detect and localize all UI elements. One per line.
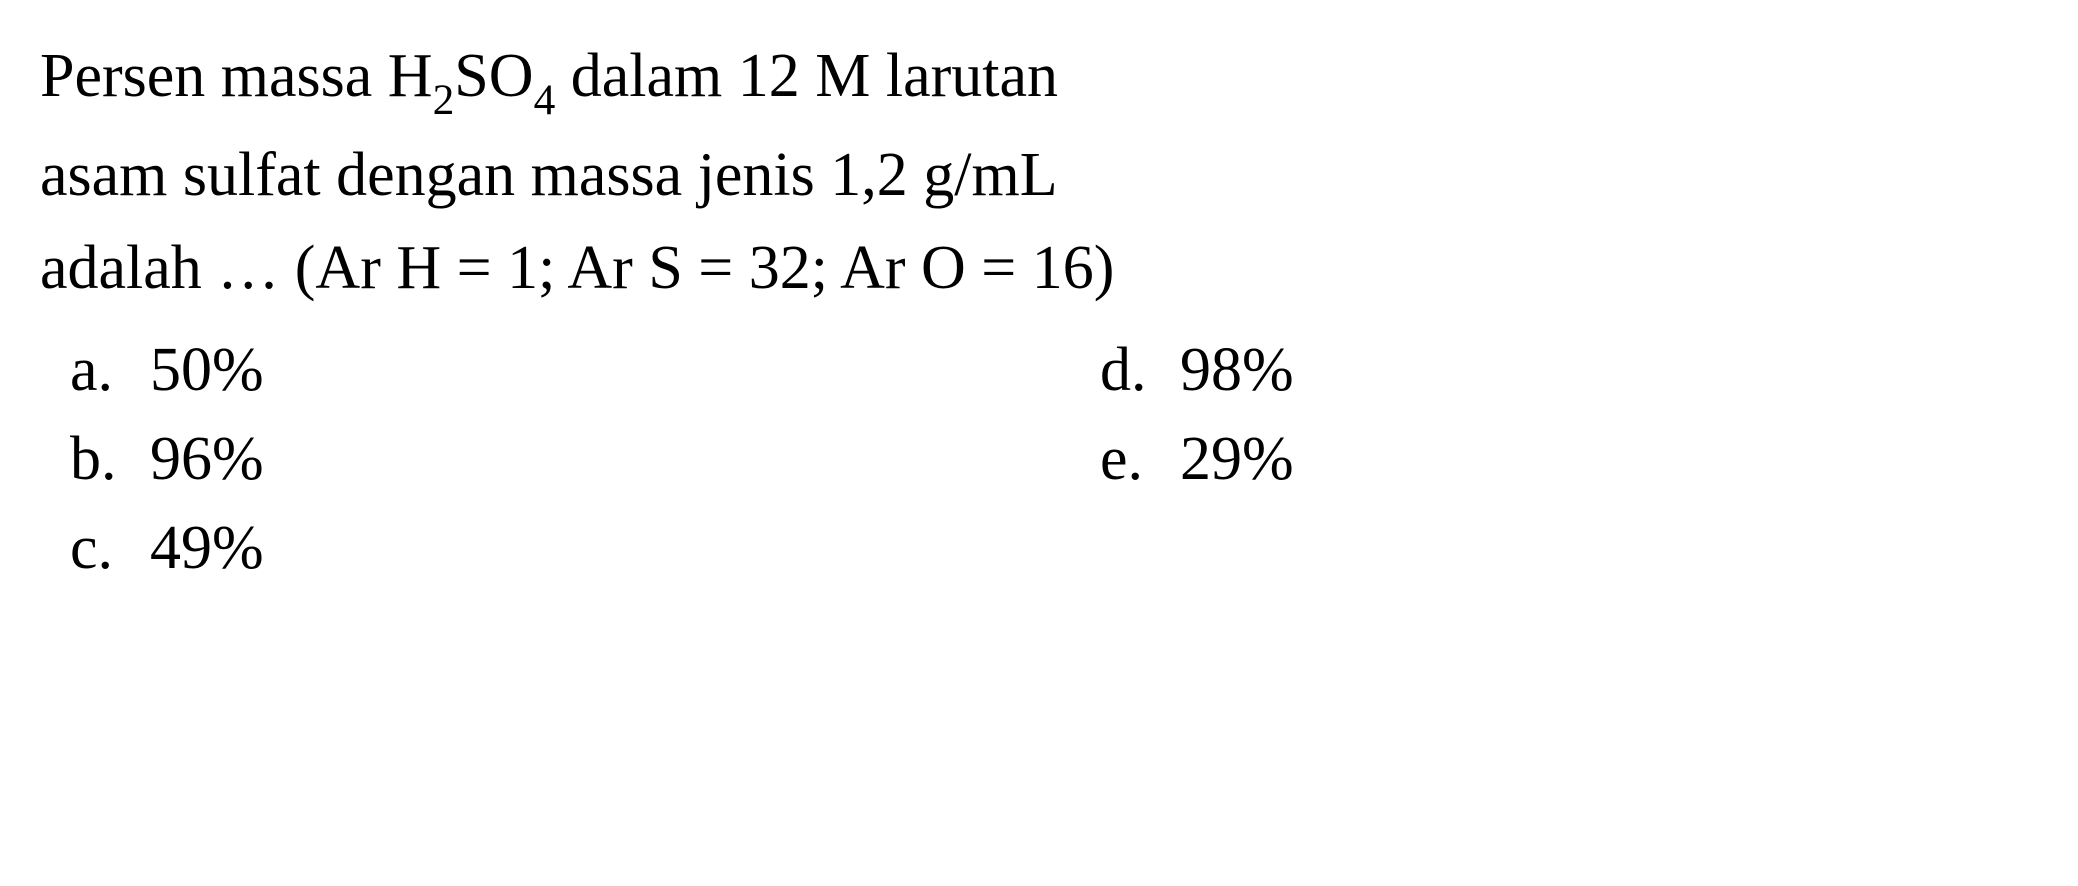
- option-e-letter: e.: [1100, 424, 1150, 495]
- option-c-letter: c.: [70, 513, 120, 584]
- option-c: c. 49%: [70, 513, 420, 584]
- option-row-1: a. 50% d. 98%: [70, 335, 2038, 406]
- option-c-value: 49%: [150, 513, 264, 584]
- question-line-2: asam sulfat dengan massa jenis 1,2 g/mL: [40, 129, 2038, 222]
- option-a-value: 50%: [150, 335, 264, 406]
- option-d-letter: d.: [1100, 335, 1150, 406]
- question-text-part3: dalam 12 M larutan: [555, 42, 1058, 110]
- option-a: a. 50%: [70, 335, 420, 406]
- question-text: Persen massa H2SO4 dalam 12 M larutan as…: [40, 30, 2038, 315]
- option-a-letter: a.: [70, 335, 120, 406]
- question-text-part1: Persen massa H: [40, 42, 433, 110]
- option-b-letter: b.: [70, 424, 120, 495]
- question-line-1: Persen massa H2SO4 dalam 12 M larutan: [40, 30, 2038, 129]
- option-row-2: b. 96% e. 29%: [70, 424, 2038, 495]
- question-line-3: adalah … (Ar H = 1; Ar S = 32; Ar O = 16…: [40, 222, 2038, 315]
- options-container: a. 50% d. 98% b. 96% e. 29% c. 49%: [40, 335, 2038, 584]
- question-text-part2: SO: [454, 42, 533, 110]
- option-b: b. 96%: [70, 424, 420, 495]
- option-e-value: 29%: [1180, 424, 1294, 495]
- option-e: e. 29%: [1100, 424, 1450, 495]
- subscript-2: 2: [433, 76, 455, 124]
- subscript-4: 4: [534, 76, 556, 124]
- option-row-3: c. 49%: [70, 513, 2038, 584]
- option-b-value: 96%: [150, 424, 264, 495]
- option-d-value: 98%: [1180, 335, 1294, 406]
- option-d: d. 98%: [1100, 335, 1450, 406]
